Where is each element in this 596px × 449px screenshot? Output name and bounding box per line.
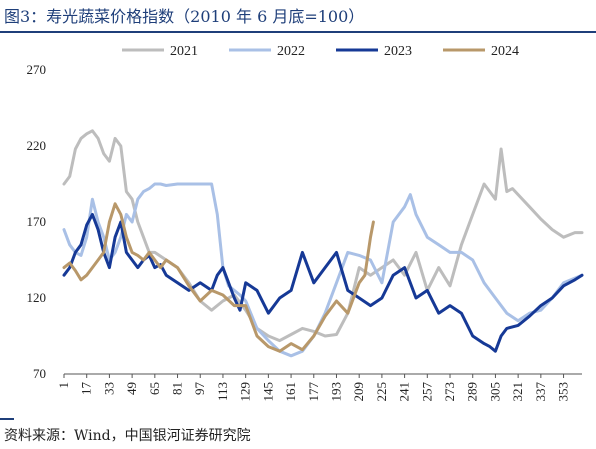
series-line-2021 (62, 129, 584, 343)
y-tick-label: 220 (27, 138, 47, 153)
legend-label-2024: 2024 (491, 44, 519, 59)
chart-title: 图3：寿光蔬菜价格指数（2010 年 6 月底=100） (4, 7, 365, 26)
source-note: 资料来源：Wind，中国银河证券研究院 (4, 428, 251, 444)
x-tick-label: 289 (465, 382, 480, 402)
x-tick-label: 161 (283, 382, 298, 402)
y-tick-label: 270 (27, 62, 47, 77)
y-tick-label: 120 (27, 290, 47, 305)
x-tick-label: 49 (124, 382, 139, 395)
title-divider (0, 31, 596, 33)
legend-label-2023: 2023 (384, 44, 412, 59)
x-tick-label: 273 (442, 382, 457, 402)
x-tick-label: 145 (260, 382, 275, 402)
x-tick-label: 17 (79, 382, 94, 396)
axes: 70 120 170 220 270 1 17 33 49 65 81 97 113 129 145 161 1… (27, 62, 582, 402)
x-tick-label: 33 (101, 382, 116, 395)
x-tick-label: 321 (510, 382, 525, 402)
line-chart: 2021 2022 2023 2024 70 120 170 220 270 1 17 33 49 65… (27, 44, 584, 402)
x-tick-label: 113 (215, 382, 230, 401)
series-line-2024 (62, 202, 375, 353)
y-tick-label: 70 (33, 366, 46, 381)
series-line-2023 (62, 212, 584, 353)
x-tick-label: 225 (374, 382, 389, 402)
x-tick-label: 65 (147, 382, 162, 395)
legend: 2021 2022 2023 2024 (122, 44, 519, 59)
x-tick-label: 1 (56, 382, 71, 389)
y-tick-label: 170 (27, 214, 47, 229)
x-tick-label: 305 (487, 382, 502, 402)
legend-label-2022: 2022 (277, 44, 305, 59)
series-lines (62, 129, 584, 358)
x-tick-label: 177 (306, 382, 321, 402)
x-tick-label: 193 (328, 382, 343, 402)
x-tick-label: 337 (533, 382, 548, 402)
x-tick-label: 129 (238, 382, 253, 402)
x-tick-label: 209 (351, 382, 366, 402)
footer-divider (0, 418, 14, 420)
x-tick-label: 81 (170, 382, 185, 395)
x-tick-label: 97 (192, 382, 207, 396)
x-tick-label: 241 (397, 382, 412, 402)
series-line-2022 (62, 182, 584, 358)
x-tick-label: 257 (419, 382, 434, 402)
x-tick-label: 353 (556, 382, 571, 402)
legend-label-2021: 2021 (170, 44, 198, 59)
